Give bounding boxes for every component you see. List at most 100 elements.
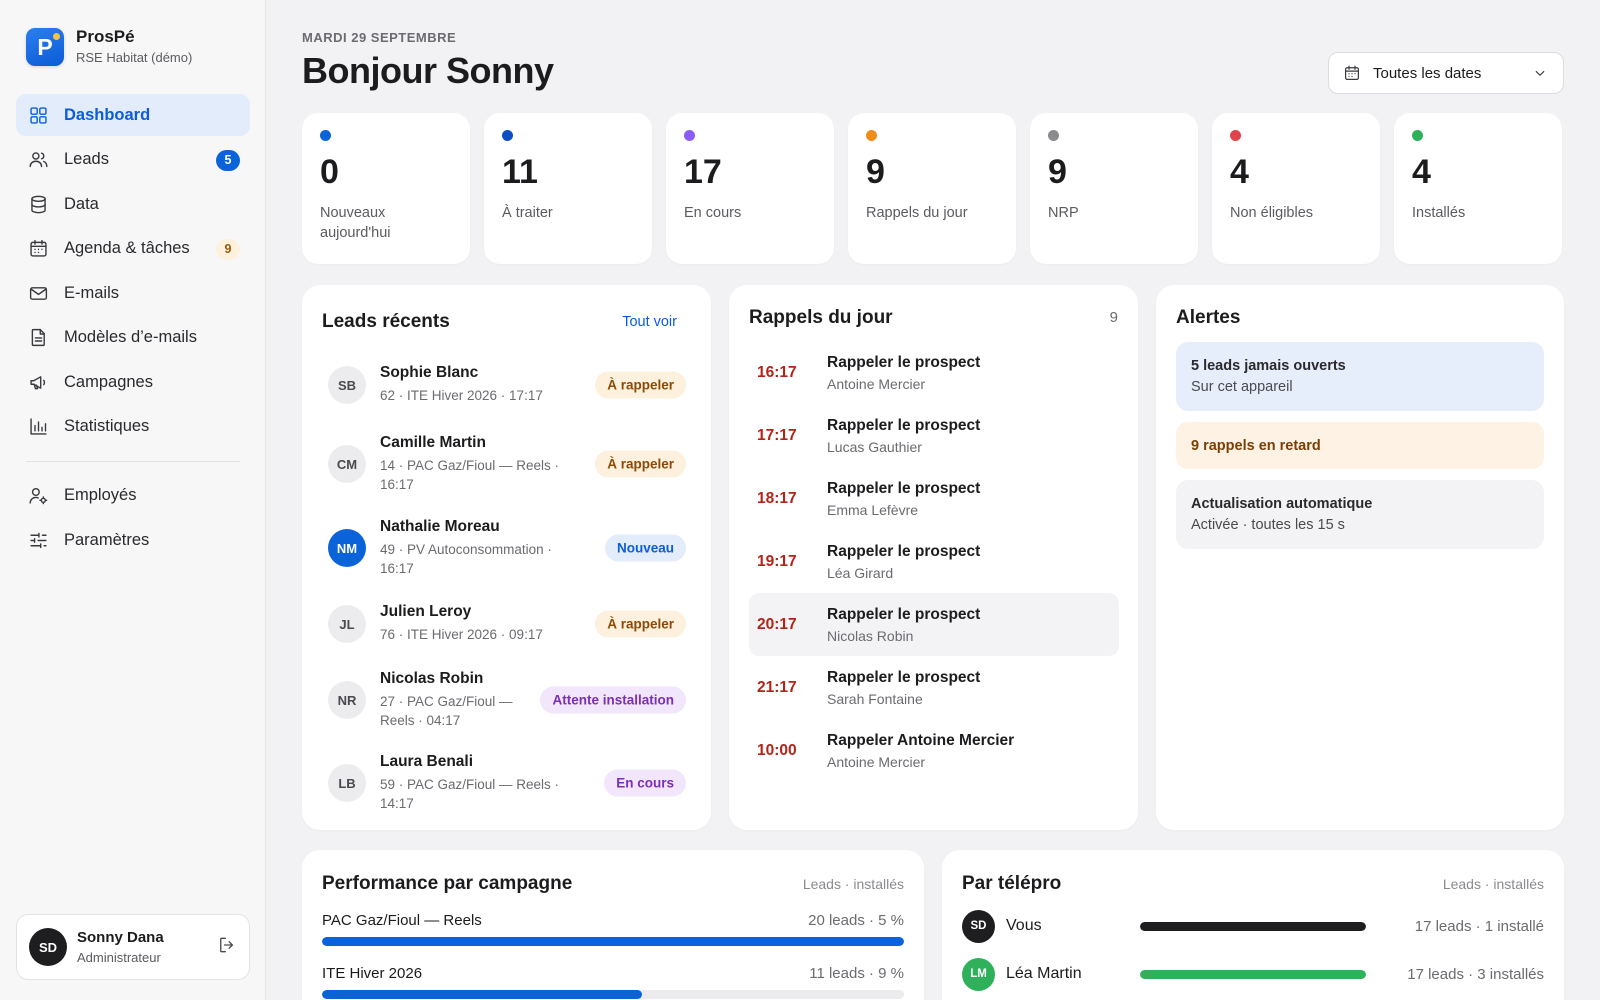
logout-icon[interactable]	[217, 935, 237, 960]
document-icon	[27, 327, 49, 349]
callback-item[interactable]: 19:17 Rappeler le prospect Léa Girard	[749, 530, 1119, 593]
sidebar-item-dashboard[interactable]: Dashboard	[16, 94, 250, 136]
stat-card-nrp[interactable]: 9 NRP	[1030, 113, 1198, 264]
stat-value: 11	[502, 153, 538, 191]
callback-item[interactable]: 18:17 Rappeler le prospect Emma Lefèvre	[749, 467, 1119, 530]
callback-list: 16:17 Rappeler le prospect Antoine Mercier…	[749, 341, 1119, 782]
app-name: ProsPé	[76, 27, 135, 46]
sidebar-item-label: Leads	[64, 150, 109, 168]
see-all-link[interactable]: Tout voir	[622, 314, 677, 330]
callback-title: Rappeler le prospect	[827, 668, 981, 686]
callback-contact: Léa Girard	[827, 564, 894, 581]
current-date: MARDI 29 SEPTEMBRE	[302, 30, 457, 45]
progress-fill	[322, 937, 904, 946]
brand[interactable]: P ProsPé RSE Habitat (démo)	[26, 27, 192, 67]
alert-title: 9 rappels en retard	[1191, 437, 1321, 454]
list-item[interactable]: LB Laura Benali 59 · PAC Gaz/Fioul — Reel…	[328, 747, 686, 819]
callback-item[interactable]: 17:17 Rappeler le prospect Lucas Gauthier	[749, 404, 1119, 467]
date-filter-select[interactable]: Toutes les dates	[1328, 52, 1564, 94]
logo-dot	[53, 33, 60, 40]
callback-time: 20:17	[757, 615, 797, 633]
sidebar-item-label: E-mails	[64, 283, 120, 302]
user-card[interactable]: SD Sonny Dana Administrateur	[16, 914, 250, 980]
megaphone-icon	[27, 371, 49, 393]
sidebar-item-label: Agenda & tâches	[64, 239, 190, 257]
app-workspace: RSE Habitat (démo)	[76, 50, 193, 65]
sidebar-item-label: Data	[64, 194, 99, 213]
callback-contact: Nicolas Robin	[827, 627, 914, 644]
stat-value: 9	[866, 153, 885, 191]
stat-card-not-eligible[interactable]: 4 Non éligibles	[1212, 113, 1380, 264]
status-badge: À rappeler	[595, 371, 686, 399]
telepro-stats: 17 leads · 3 installés	[1407, 965, 1544, 983]
stat-card-installed[interactable]: 4 Installés	[1394, 113, 1562, 264]
progress-track	[322, 937, 904, 946]
callback-item[interactable]: 16:17 Rappeler le prospect Antoine Mercier	[749, 341, 1119, 404]
status-dot	[1412, 130, 1423, 141]
avatar: NM	[328, 529, 366, 567]
campaign-row[interactable]: PAC Gaz/Fioul — Reels 20 leads · 5 %	[322, 912, 904, 946]
sidebar-item-data[interactable]: Data	[16, 183, 250, 225]
callback-title: Rappeler le prospect	[827, 416, 981, 434]
recent-leads-card: Leads récents Tout voir SB Sophie Blanc 6…	[302, 285, 711, 830]
telepro-row[interactable]: SD Vous 17 leads · 1 installé	[962, 909, 1544, 943]
app-logo: P	[26, 28, 64, 66]
card-title: Par télépro	[962, 873, 1062, 894]
lead-meta: 76 · ITE Hiver 2026 · 09:17	[380, 627, 543, 643]
stat-card-callbacks-today[interactable]: 9 Rappels du jour	[848, 113, 1016, 264]
list-item[interactable]: NR Nicolas Robin 27 · PAC Gaz/Fioul — Ree…	[328, 664, 686, 736]
alert-title: 5 leads jamais ouverts	[1191, 358, 1346, 374]
card-title: Leads récents	[322, 311, 450, 332]
tasks-count-badge: 9	[216, 238, 240, 260]
lead-meta: 59 · PAC Gaz/Fioul — Reels · 14:17	[380, 776, 560, 812]
sidebar: P ProsPé RSE Habitat (démo) Dashboard Le…	[0, 0, 266, 1000]
callback-item[interactable]: 10:00 Rappeler Antoine Mercier Antoine Mer…	[749, 719, 1119, 782]
list-item[interactable]: JL Julien Leroy 76 · ITE Hiver 2026 · 09:…	[328, 594, 686, 654]
card-title: Alertes	[1176, 307, 1241, 328]
callback-title: Rappeler Antoine Mercier	[827, 731, 1015, 749]
lead-name: Laura Benali	[380, 752, 474, 770]
stat-value: 4	[1230, 153, 1249, 191]
progress-fill	[1140, 921, 1366, 931]
avatar: JL	[328, 605, 366, 643]
status-dot	[502, 130, 513, 141]
avatar: LB	[328, 764, 366, 802]
callback-item[interactable]: 20:17 Rappeler le prospect Nicolas Robin	[749, 593, 1119, 656]
status-badge: À rappeler	[595, 610, 686, 638]
sidebar-item-emails[interactable]: E-mails	[16, 272, 250, 314]
stat-card-in-progress[interactable]: 17 En cours	[666, 113, 834, 264]
callback-item[interactable]: 21:17 Rappeler le prospect Sarah Fontaine	[749, 656, 1119, 719]
sidebar-item-email-templates[interactable]: Modèles d’e-mails	[16, 317, 250, 359]
callback-contact: Emma Lefèvre	[827, 501, 919, 518]
sidebar-item-campaigns[interactable]: Campagnes	[16, 361, 250, 403]
list-item[interactable]: SB Sophie Blanc 62 · ITE Hiver 2026 · 17:…	[328, 355, 686, 415]
stat-card-to-process[interactable]: 11 À traiter	[484, 113, 652, 264]
list-item[interactable]: NM Nathalie Moreau 49 · PV Autoconsommati…	[328, 512, 686, 584]
sidebar-item-settings[interactable]: Paramètres	[16, 519, 250, 561]
alert-auto-refresh[interactable]: Actualisation automatique Activée · tout…	[1176, 480, 1544, 549]
campaign-name: PAC Gaz/Fioul — Reels	[322, 912, 482, 929]
calendar-icon	[1345, 65, 1359, 80]
callback-time: 10:00	[757, 741, 797, 759]
campaign-row[interactable]: ITE Hiver 2026 11 leads · 9 %	[322, 965, 904, 999]
stat-card-new-today[interactable]: 0 Nouveaux aujourd'hui	[302, 113, 470, 264]
card-title: Performance par campagne	[322, 873, 573, 894]
leads-count-badge: 5	[216, 149, 240, 171]
status-dot	[684, 130, 695, 141]
sidebar-item-leads[interactable]: Leads 5	[16, 139, 250, 181]
sidebar-item-label: Statistiques	[64, 417, 150, 435]
lead-name: Nicolas Robin	[380, 669, 484, 687]
callback-time: 19:17	[757, 552, 797, 570]
progress-fill	[1140, 969, 1366, 979]
stat-value: 17	[684, 153, 722, 191]
alert-late-callbacks[interactable]: 9 rappels en retard	[1176, 422, 1544, 469]
stat-label: Installés	[1412, 205, 1466, 221]
sidebar-item-agenda[interactable]: Agenda & tâches 9	[16, 228, 250, 270]
sidebar-item-statistics[interactable]: Statistiques	[16, 406, 250, 448]
lead-name: Camille Martin	[380, 433, 486, 451]
sidebar-item-employees[interactable]: Employés	[16, 475, 250, 517]
list-item[interactable]: CM Camille Martin 14 · PAC Gaz/Fioul — Re…	[328, 428, 686, 500]
alert-unopened-leads[interactable]: 5 leads jamais ouverts Sur cet appareil	[1176, 342, 1544, 411]
telepro-row[interactable]: LM Léa Martin 17 leads · 3 installés	[962, 957, 1544, 991]
lead-name: Julien Leroy	[380, 603, 472, 621]
